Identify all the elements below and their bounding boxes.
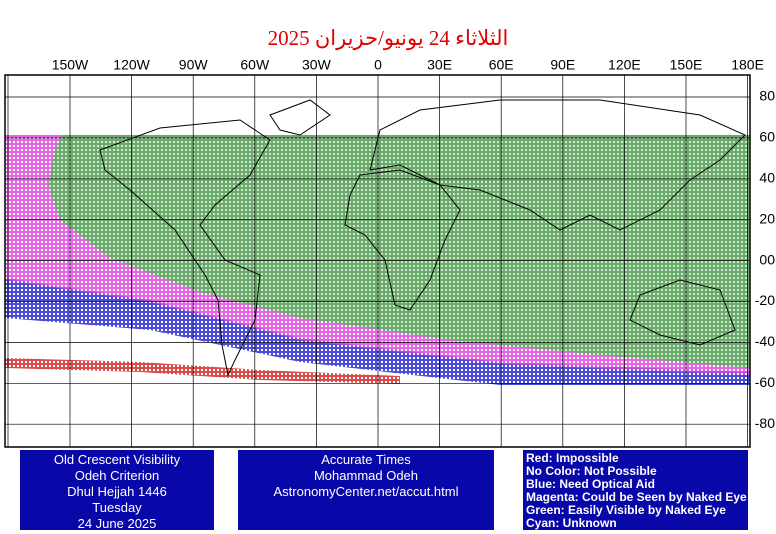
longitude-label: 180E [731, 57, 764, 73]
latitude-label: 80 [759, 88, 775, 104]
longitude-label: 150E [670, 57, 703, 73]
info-line: Green: Easily Visible by Naked Eye [526, 503, 726, 517]
axis-labels: 150W 120W 90W 60W 30W 0 30E 60E 90E 120E 150E 180E 8… [52, 57, 776, 431]
latitude-label: -80 [755, 415, 775, 431]
info-line: AstronomyCenter.net/accut.html [273, 484, 459, 499]
latitude-label: 40 [759, 170, 775, 186]
map-title: الثلاثاء 24 يونيو/حزيران 2025 [267, 26, 509, 50]
latitude-label: -20 [755, 292, 775, 308]
info-line: Red: Impossible [526, 451, 619, 465]
info-left: Old Crescent Visibility Odeh Criterion Dhu… [20, 450, 214, 531]
red-zone [5, 358, 400, 384]
info-line: Tuesday [92, 500, 142, 515]
info-line: Magenta: Could be Seen by Naked Eye [526, 490, 747, 504]
longitude-label: 30E [427, 57, 452, 73]
latitude-label: 00 [759, 251, 775, 267]
longitude-label: 150W [52, 57, 89, 73]
longitude-label: 120W [113, 57, 150, 73]
map-frame [4, 74, 751, 448]
longitude-label: 30W [302, 57, 332, 73]
longitude-label: 120E [608, 57, 641, 73]
info-middle: Accurate Times Mohammad Odeh AstronomyCent… [238, 450, 494, 530]
longitude-label: 90W [179, 57, 209, 73]
info-line: No Color: Not Possible [526, 464, 657, 478]
latitude-label: -60 [755, 374, 775, 390]
graticule [5, 75, 750, 447]
longitude-label: 0 [374, 57, 382, 73]
latitude-label: 20 [759, 210, 775, 226]
info-line: Old Crescent Visibility [53, 452, 181, 467]
info-line: Odeh Criterion [74, 468, 160, 483]
legend: Red: Impossible No Color: Not Possible Blu… [523, 450, 748, 530]
visibility-zones [5, 135, 750, 385]
longitude-label: 90E [550, 57, 575, 73]
latitude-label: 60 [759, 129, 775, 145]
latitude-label: -40 [755, 333, 775, 349]
longitude-label: 60W [240, 57, 270, 73]
longitude-label: 60E [489, 57, 514, 73]
info-line: Mohammad Odeh [313, 468, 419, 483]
blue-zone [5, 278, 750, 385]
green-zone [48, 135, 750, 368]
info-line: 24 June 2025 [77, 516, 157, 531]
info-line: Blue: Need Optical Aid [526, 477, 655, 491]
map: 150W 120W 90W 60W 30W 0 30E 60E 90E 120E 150E 180E 8… [4, 57, 776, 448]
info-line: Accurate Times [321, 452, 411, 467]
info-line: Cyan: Unknown [526, 516, 617, 530]
info-line: Dhul Hejjah 1446 [67, 484, 167, 499]
